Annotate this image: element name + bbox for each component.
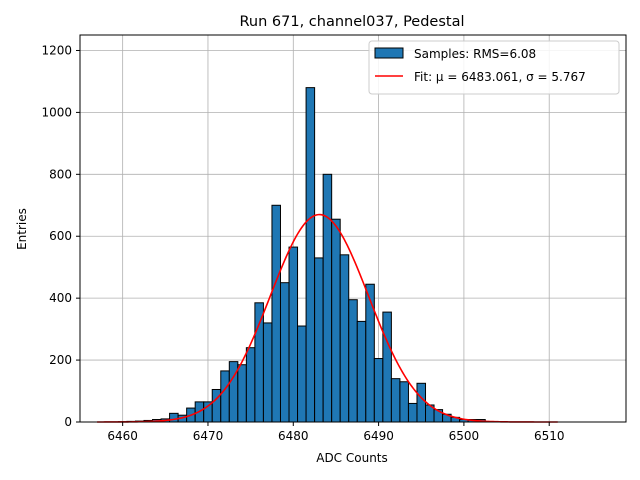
histogram-bar — [262, 322, 273, 423]
grid-layer — [80, 35, 626, 423]
legend-swatch-histogram — [374, 47, 404, 59]
chart-title: Run 671, channel037, Pedestal — [239, 14, 464, 30]
fit-layer — [97, 213, 558, 423]
histogram-bar — [237, 364, 247, 423]
histogram-bar — [314, 257, 324, 423]
legend-label-fit: Fit: μ = 6483.061, σ = 5.767 — [414, 70, 586, 84]
histogram-bar — [331, 218, 341, 423]
histogram-bar — [390, 378, 401, 423]
x-tick-label: 6510 — [534, 429, 565, 443]
histogram-bar — [365, 283, 375, 423]
histogram-bar — [220, 370, 230, 423]
x-axis-ticks: 6460 6470 6480 6490 6500 6510 — [107, 422, 564, 443]
y-tick-label: 1000 — [41, 105, 72, 119]
x-tick-label: 6490 — [363, 429, 394, 443]
y-tick-label: 600 — [49, 229, 72, 243]
legend: Samples: RMS=6.08 Fit: μ = 6483.061, σ =… — [368, 40, 620, 95]
histogram-bar — [399, 381, 409, 423]
x-tick-label: 6470 — [193, 429, 224, 443]
x-axis-label: ADC Counts — [316, 451, 388, 465]
histogram-bar — [348, 299, 358, 423]
histogram-bar — [373, 358, 384, 423]
fit-curve — [97, 213, 558, 423]
histogram-bar — [416, 382, 427, 423]
x-tick-label: 6500 — [449, 429, 480, 443]
histogram-bar — [203, 401, 213, 423]
y-tick-label: 200 — [49, 353, 72, 367]
histogram-bar — [254, 302, 264, 423]
x-tick-label: 6460 — [107, 429, 138, 443]
histogram-bar — [339, 254, 350, 423]
x-tick-label: 6480 — [278, 429, 309, 443]
histogram-bar — [211, 388, 222, 423]
histogram-bar — [305, 87, 316, 423]
histogram-bar — [356, 320, 367, 423]
histogram-bar — [407, 402, 418, 423]
y-tick-label: 400 — [49, 291, 72, 305]
plot-frame — [79, 34, 627, 423]
y-tick-label: 1200 — [41, 43, 72, 57]
histogram-bar — [382, 311, 392, 423]
histogram-bar — [245, 347, 256, 423]
y-tick-label: 0 — [64, 415, 72, 429]
y-tick-label: 800 — [49, 167, 72, 181]
legend-label-histogram: Samples: RMS=6.08 — [414, 47, 536, 61]
histogram-bar — [279, 282, 290, 423]
y-axis-ticks: 0 200 400 600 800 1000 1200 — [41, 43, 80, 429]
histogram-bar — [169, 412, 179, 423]
histogram-bar — [271, 204, 281, 423]
histogram-bar — [322, 173, 333, 423]
histogram-bar — [297, 325, 307, 423]
histogram-bar — [288, 246, 299, 423]
y-axis-label: Entries — [15, 208, 29, 250]
legend-box — [368, 40, 620, 95]
